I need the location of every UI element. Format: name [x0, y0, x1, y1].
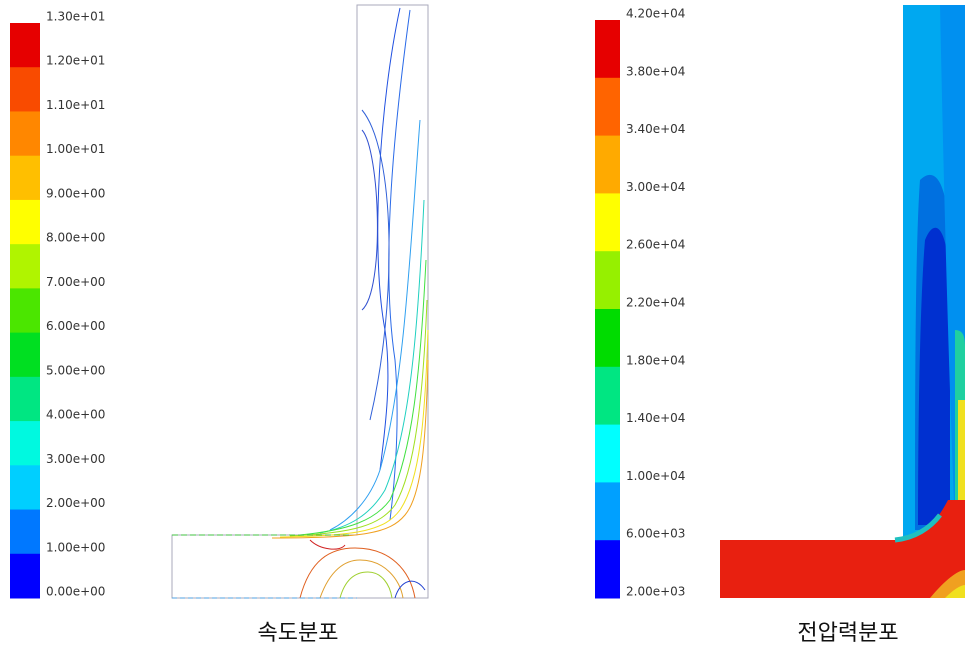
colorbar-label: 3.80e+04: [626, 64, 685, 78]
colorbar-band: [595, 309, 620, 368]
colorbar-label: 9.00e+00: [46, 186, 105, 200]
colorbar-band: [595, 193, 620, 252]
colorbar-band: [10, 199, 40, 245]
colorbar-label: 5.00e+00: [46, 363, 105, 377]
colorbar-label: 8.00e+00: [46, 231, 105, 245]
colorbar-band: [10, 155, 40, 201]
colorbar-band: [10, 553, 40, 599]
colorbar-band: [595, 366, 620, 426]
colorbar-label: 2.00e+00: [46, 496, 105, 510]
colorbar-band: [595, 135, 620, 194]
colorbar-label: 2.60e+04: [626, 238, 685, 252]
colorbar-band: [10, 288, 40, 334]
colorbar-label: 3.00e+00: [46, 452, 105, 466]
colorbar-label: 3.00e+04: [626, 180, 685, 194]
colorbar-label: 1.40e+04: [626, 411, 685, 425]
colorbar-label: 1.00e+01: [46, 142, 105, 156]
colorbar-band: [10, 376, 40, 422]
colorbar-band: [595, 482, 620, 541]
colorbar-label: 3.40e+04: [626, 122, 685, 136]
colorbar-band: [10, 111, 40, 157]
colorbar-band: [595, 251, 620, 310]
colorbar-band: [595, 540, 620, 599]
velocity-contours: [171, 4, 429, 599]
colorbar-band: [10, 509, 40, 555]
colorbar-band: [10, 421, 40, 466]
colorbar-band: [10, 244, 40, 289]
colorbar-label: 1.80e+04: [626, 353, 685, 367]
colorbar-label: 7.00e+00: [46, 275, 105, 289]
colorbar-band: [595, 20, 620, 79]
colorbar-label: 1.00e+04: [626, 469, 685, 483]
colorbar-band: [595, 77, 620, 137]
colorbar-band: [10, 23, 40, 68]
colorbar-band: [10, 465, 40, 511]
colorbar-label: 6.00e+00: [46, 319, 105, 333]
colorbar-label: 1.10e+01: [46, 98, 105, 112]
colorbar-label: 2.00e+03: [626, 585, 685, 599]
colorbar-label: 2.20e+04: [626, 296, 685, 310]
colorbar-label: 1.00e+00: [46, 540, 105, 554]
pressure-field: [720, 5, 965, 598]
colorbar-label: 1.30e+01: [46, 10, 105, 24]
colorbar-label: 4.00e+00: [46, 408, 105, 422]
caption: 전압력분포: [797, 621, 898, 646]
colorbar-label: 4.20e+04: [626, 7, 685, 21]
colorbar-label: 0.00e+00: [46, 585, 105, 599]
colorbar-label: 6.00e+03: [626, 527, 685, 541]
colorbar-band: [10, 67, 40, 112]
caption: 속도분포: [258, 621, 339, 646]
colorbar-band: [595, 424, 620, 483]
colorbar-band: [10, 332, 40, 378]
colorbar-label: 1.20e+01: [46, 54, 105, 68]
